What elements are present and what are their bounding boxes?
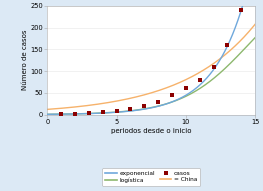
Point	[101, 111, 105, 114]
Point	[114, 110, 119, 113]
Legend: exponencial, logística, casos, = China: exponencial, logística, casos, = China	[103, 168, 200, 186]
Point	[170, 93, 174, 96]
Point	[225, 43, 230, 46]
Y-axis label: Número de casos: Número de casos	[22, 30, 28, 90]
X-axis label: periodos desde o inicio: periodos desde o inicio	[111, 128, 191, 134]
Point	[59, 113, 63, 116]
Point	[211, 65, 216, 68]
Point	[128, 107, 133, 110]
Point	[198, 78, 202, 81]
Point	[156, 100, 160, 103]
Point	[73, 112, 77, 115]
Point	[142, 104, 146, 107]
Point	[184, 86, 188, 89]
Point	[239, 9, 243, 12]
Point	[87, 112, 91, 115]
